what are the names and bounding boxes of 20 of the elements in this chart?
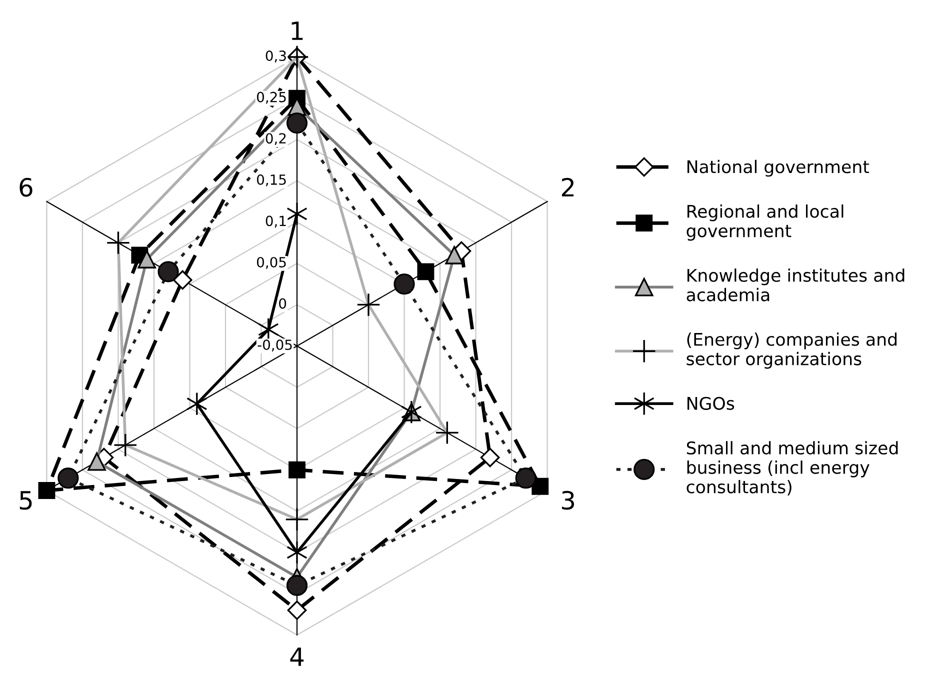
legend-label: Knowledge institutes and academia: [686, 268, 904, 302]
legend-label: Small and medium sized business (incl energy consultants): [686, 441, 898, 496]
legend-label: National government: [687, 160, 870, 177]
y-tick-label: 0: [279, 298, 286, 309]
y-tick-label: 0,15: [256, 174, 286, 186]
spoke-label: 1: [292, 22, 303, 40]
legend-label: (Energy) companies and sector organizations: [686, 332, 897, 369]
spoke-label: 6: [20, 178, 32, 197]
legend-label: NGOs: [687, 396, 734, 410]
spoke-label: 4: [290, 648, 304, 666]
y-tick-label: 0,05: [256, 256, 286, 269]
y-tick-label: 0,1: [266, 216, 286, 228]
spoke-label: 3: [562, 490, 574, 510]
y-tick-label: 0,25: [256, 92, 286, 104]
y-tick-label: 0,3: [266, 50, 286, 62]
y-tick-label: -0,05: [258, 340, 292, 352]
legend-label: Regional and local government: [686, 204, 844, 241]
spoke-label: 2: [562, 178, 574, 196]
y-tick-label: 0,2: [266, 133, 286, 146]
spoke-label: 5: [20, 491, 32, 510]
